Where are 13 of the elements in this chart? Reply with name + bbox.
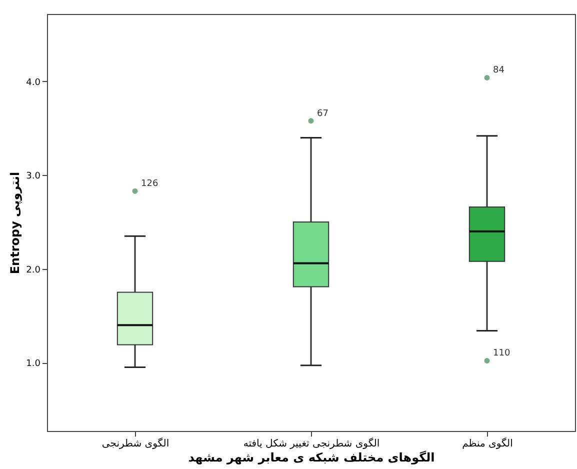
- y-tick-label: 1.0: [26, 359, 41, 370]
- annotation: 84: [493, 66, 505, 76]
- x-tick-label: الگوی منظم: [462, 438, 513, 450]
- annotation: 67: [317, 108, 328, 119]
- y-tick-label: 4.0: [26, 78, 41, 88]
- x-tick-label: الگوی شطرنجی تغییر شکل یافته: [243, 438, 380, 450]
- x-tick-label: الگوی شطرنجی: [102, 438, 170, 450]
- y-tick-label: 3.0: [26, 172, 41, 182]
- y-tick-label: 2.0: [26, 265, 41, 276]
- annotation: 126: [141, 179, 158, 190]
- y-axis-title: Entropy انتروپی: [8, 172, 22, 274]
- x-axis-title: الگوهای مختلف شبکه ی معابر شهر مشهد: [188, 450, 435, 464]
- annotation: 110: [493, 348, 510, 359]
